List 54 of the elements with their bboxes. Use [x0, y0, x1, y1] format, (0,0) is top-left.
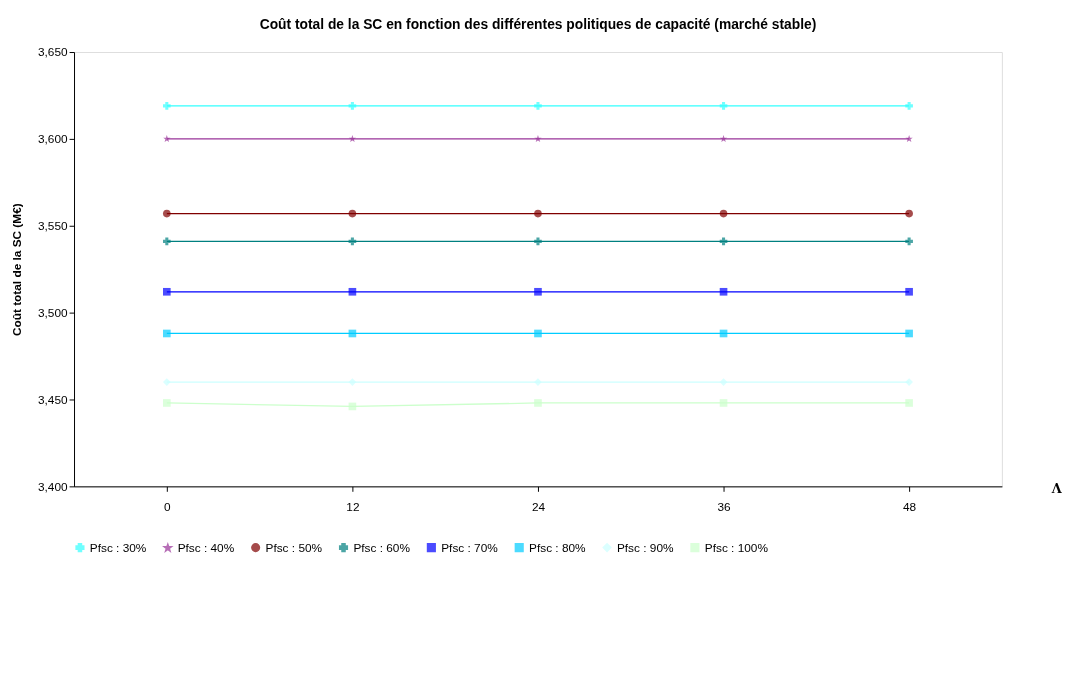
legend-label: Pfsc : 30% — [89, 540, 147, 555]
point — [534, 102, 542, 110]
x-tick-label: 48 — [903, 499, 917, 514]
point — [719, 102, 728, 110]
point — [163, 209, 171, 218]
point — [719, 378, 728, 386]
x-tick-label: 36 — [717, 499, 732, 514]
legend-label: Pfsc : 60% — [353, 540, 411, 555]
point — [534, 209, 542, 218]
point — [163, 102, 171, 110]
point — [534, 135, 542, 142]
chart-title: Coût total de la SC en fonction des différentes politiques de capacité (marché stable) — [259, 16, 817, 33]
point — [905, 102, 913, 110]
x-tick-label: 24 — [531, 499, 546, 514]
legend-label: Pfsc : 40% — [177, 540, 235, 555]
y-tick-label: 3,450 — [38, 392, 69, 407]
legend-label: Pfsc : 50% — [265, 540, 323, 555]
point — [534, 399, 542, 407]
point — [905, 209, 913, 218]
y-axis-title: Coût total de la SC (M€) — [10, 203, 25, 337]
y-tick-label: 3,650 — [38, 45, 69, 60]
point — [534, 329, 542, 338]
point — [905, 237, 913, 246]
x-tick-label: 0 — [164, 499, 172, 514]
point — [719, 399, 728, 407]
point — [163, 135, 171, 142]
legend-label: Pfsc : 70% — [441, 540, 499, 555]
x-tick-label: 12 — [346, 499, 360, 514]
point — [163, 329, 171, 338]
point — [163, 287, 171, 296]
point — [348, 287, 357, 296]
point — [905, 378, 913, 386]
y-tick-label: 3,600 — [38, 132, 69, 147]
point — [719, 209, 728, 218]
point — [905, 287, 913, 296]
point — [163, 378, 171, 386]
point — [163, 399, 171, 407]
legend-label: Pfsc : 90% — [616, 540, 674, 555]
y-tick-label: 3,550 — [38, 219, 69, 234]
point — [348, 209, 357, 218]
legend-label: Pfsc : 80% — [529, 540, 587, 555]
point — [534, 287, 542, 296]
point — [905, 329, 913, 338]
point — [163, 237, 171, 246]
legend-label: Pfsc : 100% — [704, 540, 769, 555]
point — [719, 287, 728, 296]
point — [534, 237, 542, 246]
point — [348, 378, 357, 386]
y-tick-label: 3,500 — [38, 306, 69, 321]
point — [905, 135, 913, 142]
x-axis-title: Λ — [1050, 480, 1063, 496]
y-tick-label: 3,400 — [38, 479, 69, 494]
point — [905, 399, 913, 407]
point — [348, 102, 357, 110]
